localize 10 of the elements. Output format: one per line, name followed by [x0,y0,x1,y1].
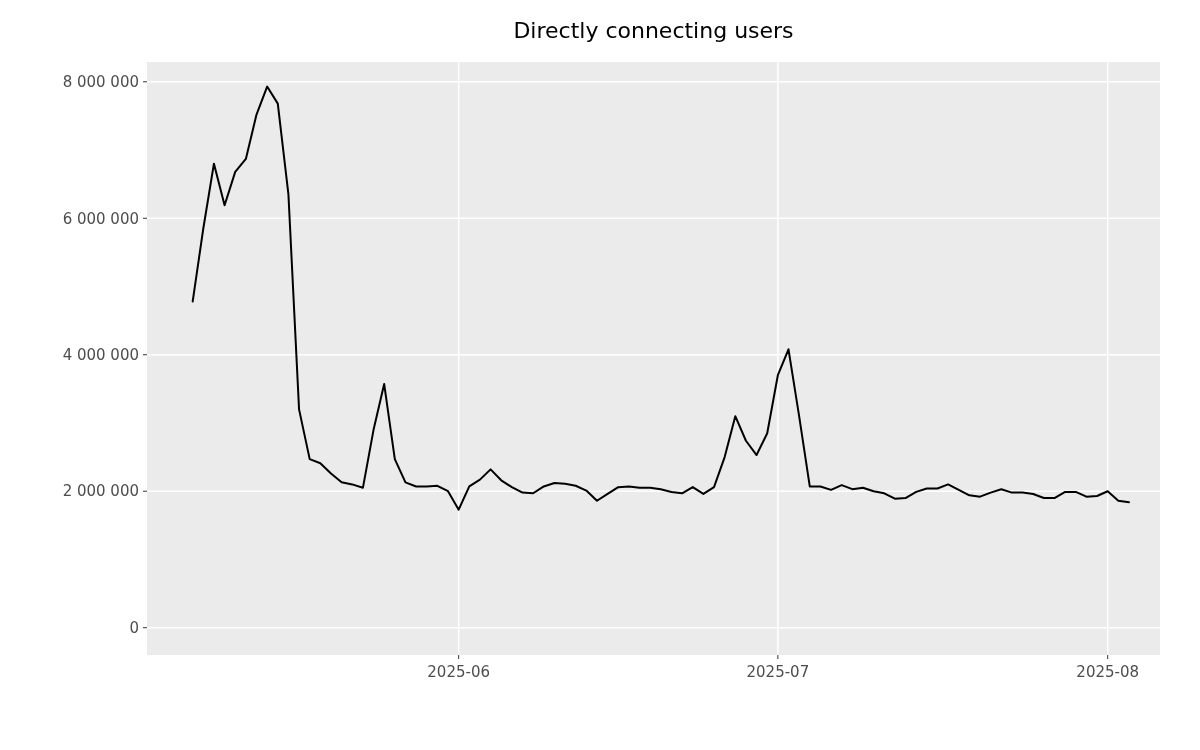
y-tick-label: 4 000 000 [62,346,139,364]
y-tick-label: 6 000 000 [62,209,139,228]
line-series [191,85,1130,511]
x-tick-label: 2025-06 [427,663,490,681]
y-tick-label: 8 000 000 [62,73,139,92]
x-tick-label: 2025-08 [1076,663,1140,681]
y-tick-label: 2 000 000 [62,482,139,501]
x-tick-label: 2025-07 [746,663,810,681]
chart-title: Directly connecting users [513,18,794,43]
y-tick-label: 0 [129,618,139,637]
